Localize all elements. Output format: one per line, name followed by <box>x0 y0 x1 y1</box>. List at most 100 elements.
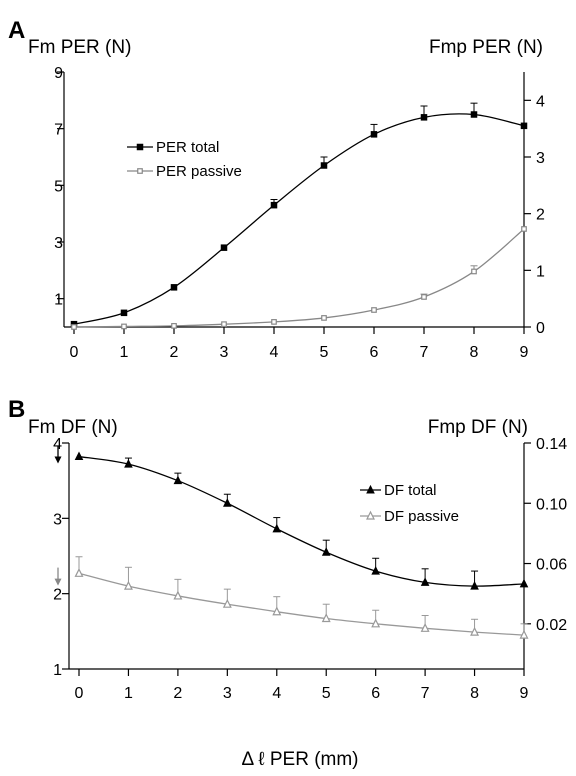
panel-a-x-tick-label: 4 <box>270 344 279 361</box>
panel-a-x-tick-label: 8 <box>470 344 479 361</box>
per-passive-point <box>521 226 527 232</box>
df-passive-point <box>321 613 331 623</box>
df-passive-point <box>173 590 183 600</box>
passive-arrow-head <box>54 578 62 586</box>
x-axis-title: Δ ℓ PER (mm) <box>242 749 359 770</box>
panel-b-x-tick-label: 7 <box>421 685 430 702</box>
df-total-line <box>78 455 525 587</box>
panel-b-left-tick-label: 2 <box>53 587 62 604</box>
df-total-point <box>124 458 133 468</box>
df-total-point <box>272 523 282 533</box>
panel-b-right-tick-label: 0.02 <box>536 617 567 634</box>
df-passive-point <box>519 629 529 639</box>
panel-a-right-ylabel: Fmp PER (N) <box>429 37 543 58</box>
df-passive-point <box>371 618 381 628</box>
panel-b-right-tick-label: 0.10 <box>536 496 567 513</box>
panel-a-x-tick-label: 3 <box>220 344 229 361</box>
panel-a-x-tick-label: 1 <box>120 344 129 361</box>
per-total-point <box>420 114 428 121</box>
per-passive-line <box>73 228 525 328</box>
panel-b-x-tick-label: 2 <box>173 685 182 702</box>
panel-a-left-tick-label: 5 <box>54 178 63 195</box>
panel-b-left-tick-label: 4 <box>53 436 62 453</box>
per-total-point <box>320 162 328 169</box>
panel-a-letter: A <box>8 17 25 44</box>
per-total-point <box>120 309 128 317</box>
per-total-point <box>170 284 178 291</box>
df-total-point <box>519 578 529 588</box>
panel-a-x-tick-label: 9 <box>520 344 529 361</box>
per-total-legend-label: PER total <box>156 139 219 156</box>
per-passive-point <box>271 319 277 325</box>
per-passive-point <box>221 321 227 328</box>
df-passive-legend-label: DF passive <box>384 508 459 525</box>
panel-a-left-tick-label: 7 <box>54 122 63 139</box>
panel-b-x-tick-label: 5 <box>322 685 331 702</box>
per-passive-point <box>71 324 77 330</box>
df-passive-legend-marker <box>366 510 375 520</box>
df-passive-point <box>123 580 133 590</box>
panel-a-right-tick-label: 0 <box>536 320 545 337</box>
panel-a-left-ylabel: Fm PER (N) <box>28 37 131 58</box>
panel-b-left-tick-label: 1 <box>53 662 62 679</box>
per-passive-point <box>421 294 427 300</box>
df-passive-point <box>470 626 480 636</box>
panel-b-right-tick-label: 0.06 <box>536 557 567 574</box>
panel-a-x-tick-label: 2 <box>170 344 179 361</box>
df-passive-point <box>420 622 430 632</box>
panel-b-x-tick-label: 9 <box>520 685 529 702</box>
panel-a-right-tick-label: 4 <box>536 93 545 110</box>
df-total-point <box>321 547 331 556</box>
panel-b-letter: B <box>8 396 25 423</box>
panel-b-x-tick-label: 4 <box>272 685 281 702</box>
df-passive-line <box>78 572 525 636</box>
panel-a-right-tick-label: 2 <box>536 207 545 224</box>
panel-a-left-tick-label: 3 <box>54 235 63 252</box>
panel-a-right-tick-label: 3 <box>536 150 545 167</box>
per-total-point <box>220 244 228 251</box>
panel-b-x-tick-label: 1 <box>124 685 133 702</box>
df-total-point <box>173 475 183 485</box>
panel-b-right-ylabel: Fmp DF (N) <box>428 417 528 438</box>
panel-b-left-tick-label: 3 <box>53 511 62 528</box>
df-total-point <box>420 577 430 586</box>
df-passive-point <box>272 606 282 616</box>
df-total-point <box>470 581 479 590</box>
per-passive-legend-label: PER passive <box>156 163 242 180</box>
panel-a-x-tick-label: 5 <box>320 344 329 361</box>
df-total-legend-label: DF total <box>384 482 437 499</box>
panel-a-left-tick-label: 1 <box>54 292 63 309</box>
per-passive-point <box>121 323 127 330</box>
panel-a-left-tick-label: 9 <box>54 65 63 82</box>
panel-a-right-tick-label: 1 <box>536 263 545 280</box>
panel-a-x-tick-label: 6 <box>370 344 379 361</box>
df-passive-point <box>222 598 232 608</box>
panel-b-x-tick-label: 8 <box>470 685 479 702</box>
per-total-legend-marker <box>136 143 144 151</box>
df-total-point <box>74 451 84 461</box>
panel-a-x-tick-label: 7 <box>420 344 429 361</box>
per-passive-point <box>371 307 377 313</box>
panel-b-x-tick-label: 0 <box>75 685 84 702</box>
panel-b-left-ylabel: Fm DF (N) <box>28 417 118 438</box>
per-passive-point <box>321 315 327 321</box>
per-total-point <box>470 111 478 118</box>
df-passive-point <box>74 567 84 577</box>
per-total-point <box>520 122 528 130</box>
df-total-legend-marker <box>366 484 375 494</box>
total-arrow-head <box>54 456 62 464</box>
per-total-point <box>370 131 378 138</box>
panel-b-x-tick-label: 3 <box>223 685 232 702</box>
panel-b-right-tick-label: 0.14 <box>536 436 567 453</box>
df-total-point <box>371 565 380 575</box>
per-passive-point <box>171 323 177 329</box>
per-passive-point <box>471 268 477 275</box>
panel-b-x-tick-label: 6 <box>371 685 380 702</box>
per-total-line <box>73 113 525 325</box>
per-passive-legend-marker <box>137 168 143 174</box>
panel-a-x-tick-label: 0 <box>70 344 79 361</box>
per-total-point <box>270 201 278 209</box>
df-total-point <box>223 498 232 507</box>
